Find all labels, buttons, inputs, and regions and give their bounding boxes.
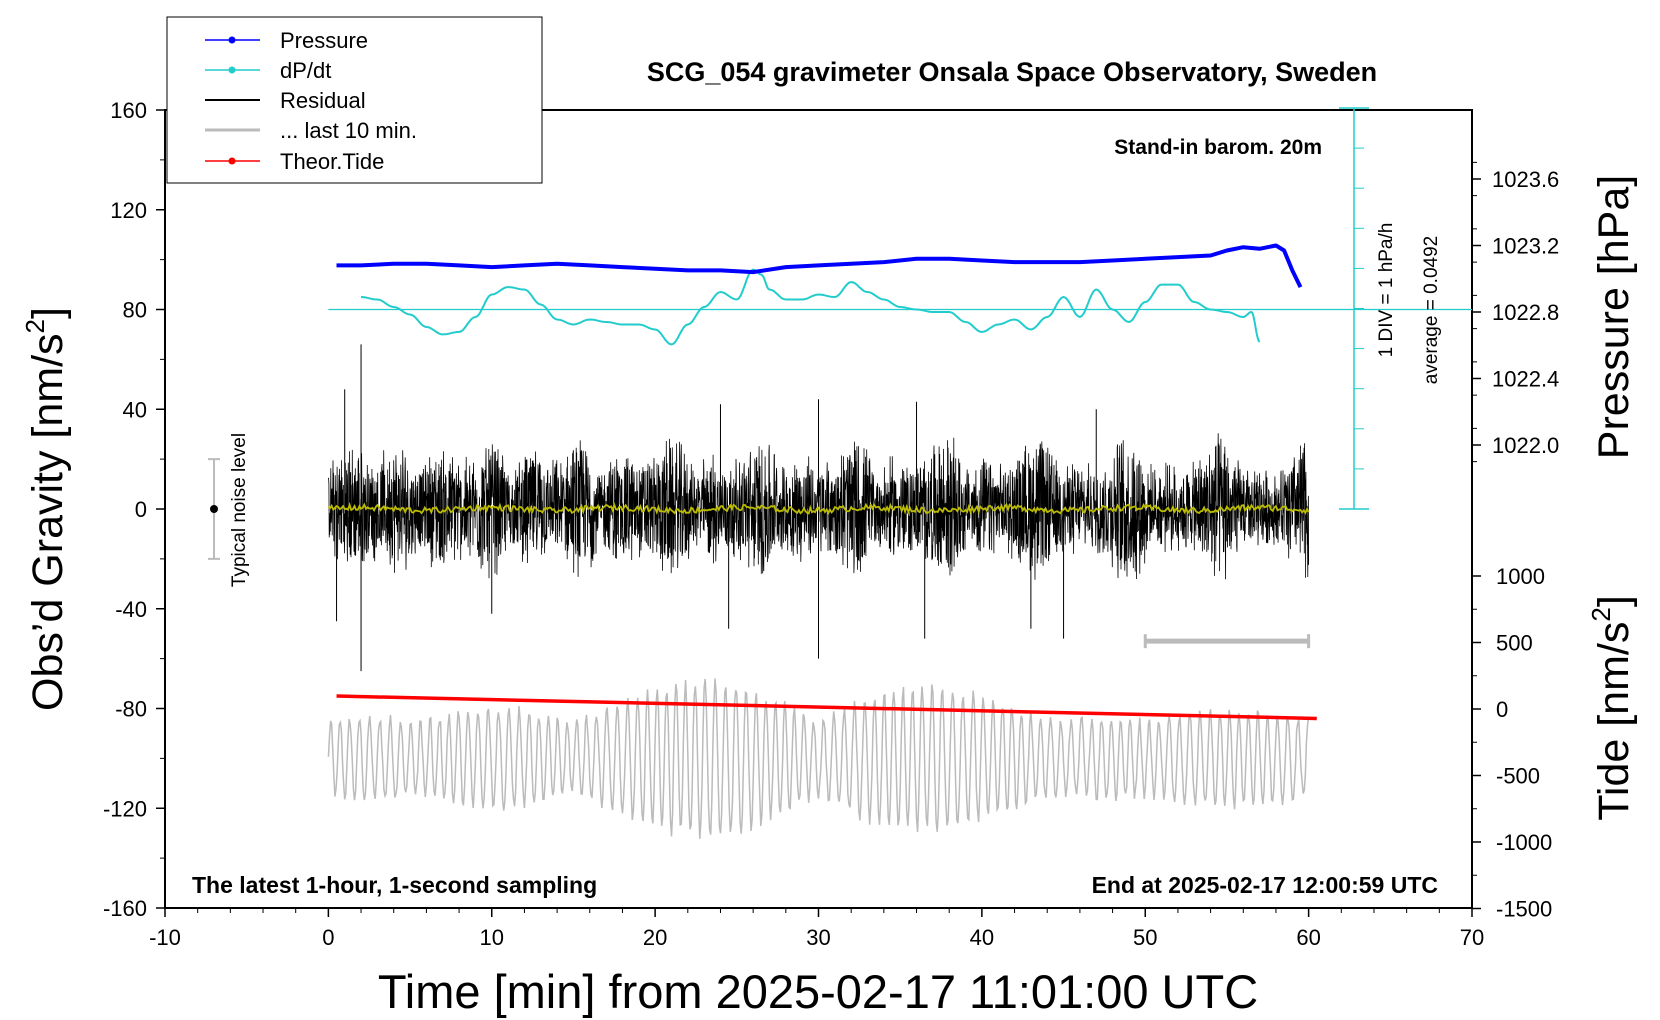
average-label: average = 0.0492 [1421, 236, 1442, 384]
pressure-axis-label: Pressure [hPa] [1590, 175, 1638, 459]
pressure-tick-label: 1022.4 [1492, 367, 1559, 392]
dpdt-line [360, 268, 1261, 346]
tide-tick-label: 1000 [1496, 564, 1545, 589]
x-tick-label: -10 [149, 925, 181, 950]
legend-label-tide: Theor.Tide [280, 149, 384, 174]
legend-item-last10: ... last 10 min. [205, 118, 417, 143]
tide-tick-label: -1000 [1496, 830, 1552, 855]
left-axis-label-sup: 2 [20, 319, 50, 333]
legend-marker-pressure [228, 36, 236, 44]
tide-axis-label: Tide [nm/s2] [1586, 595, 1638, 821]
y-tick-label: -120 [103, 796, 147, 821]
noise-level-dot [210, 505, 219, 513]
y-tick-label: 160 [110, 98, 147, 123]
y-tick-label: 0 [135, 497, 147, 522]
noise-level-label: Typical noise level [229, 433, 250, 587]
x-tick-label: 10 [480, 925, 504, 950]
legend-item-pressure: Pressure [205, 28, 368, 53]
x-tick-label: 40 [970, 925, 994, 950]
y-tick-label: 120 [110, 198, 147, 223]
y-tick-label: 80 [123, 298, 147, 323]
residual-mean-line [327, 501, 1310, 516]
stand-in-annotation: Stand-in barom. 20m [1114, 136, 1322, 159]
legend-marker-dpdt [228, 66, 236, 74]
tide-tick-label: -500 [1496, 764, 1540, 789]
bottom-left-annotation: The latest 1-hour, 1-second sampling [192, 872, 597, 898]
left-axis-label-end: ] [24, 307, 72, 319]
y-tick-label: -40 [115, 597, 147, 622]
y-tick-label: -80 [115, 697, 147, 722]
overlay-marks [208, 107, 1472, 649]
chart-title: SCG_054 gravimeter Onsala Space Observat… [647, 57, 1377, 87]
pressure-tick-label: 1023.2 [1492, 234, 1559, 259]
x-tick-label: 50 [1133, 925, 1157, 950]
legend-item-residual: Residual [205, 88, 366, 113]
x-tick-label: 30 [806, 925, 830, 950]
tide-axis-label-end: ] [1590, 595, 1638, 607]
legend-label-residual: Residual [280, 88, 366, 113]
legend-item-tide: Theor.Tide [205, 149, 384, 174]
legend-label-last10: ... last 10 min. [280, 118, 417, 143]
div-label: 1 DIV = 1 hPa/h [1376, 223, 1397, 358]
y-tick-label: 40 [123, 397, 147, 422]
tide-axis-label-text: Tide [nm/s [1590, 622, 1638, 821]
pressure-tick-label: 1022.0 [1492, 433, 1559, 458]
last-10-min-line [327, 678, 1310, 839]
data-series [327, 243, 1317, 839]
theoretical-tide-line [336, 694, 1317, 721]
x-tick-label: 60 [1296, 925, 1320, 950]
x-axis-label: Time [min] from 2025-02-17 11:01:00 UTC [378, 965, 1258, 1018]
tide-axis-label-sup: 2 [1586, 607, 1616, 621]
legend-item-dpdt: dP/dt [205, 58, 331, 83]
pressure-tick-label: 1022.8 [1492, 300, 1559, 325]
left-axis-label: Obs’d Gravity [nm/s2] [20, 307, 72, 711]
pressure-line [336, 243, 1303, 288]
axis-ticks: -10 0 10 20 30 40 50 60 70 160 120 80 40 0 -40 -80 -120 -… [103, 98, 1559, 950]
legend-label-dpdt: dP/dt [280, 58, 331, 83]
tide-tick-label: 0 [1496, 697, 1508, 722]
x-tick-label: 0 [322, 925, 334, 950]
x-tick-label: 70 [1460, 925, 1484, 950]
legend-label-pressure: Pressure [280, 28, 368, 53]
legend-marker-tide [228, 157, 236, 165]
bottom-right-annotation: End at 2025-02-17 12:00:59 UTC [1092, 872, 1438, 898]
y-tick-label: -160 [103, 896, 147, 921]
legend: Pressure dP/dt Residual ... last 10 min.… [166, 16, 543, 184]
x-tick-label: 20 [643, 925, 667, 950]
tide-tick-label: 500 [1496, 631, 1533, 656]
left-axis-label-text: Obs’d Gravity [nm/s [24, 333, 72, 711]
tide-tick-label: -1500 [1496, 897, 1552, 922]
pressure-tick-label: 1023.6 [1492, 167, 1559, 192]
